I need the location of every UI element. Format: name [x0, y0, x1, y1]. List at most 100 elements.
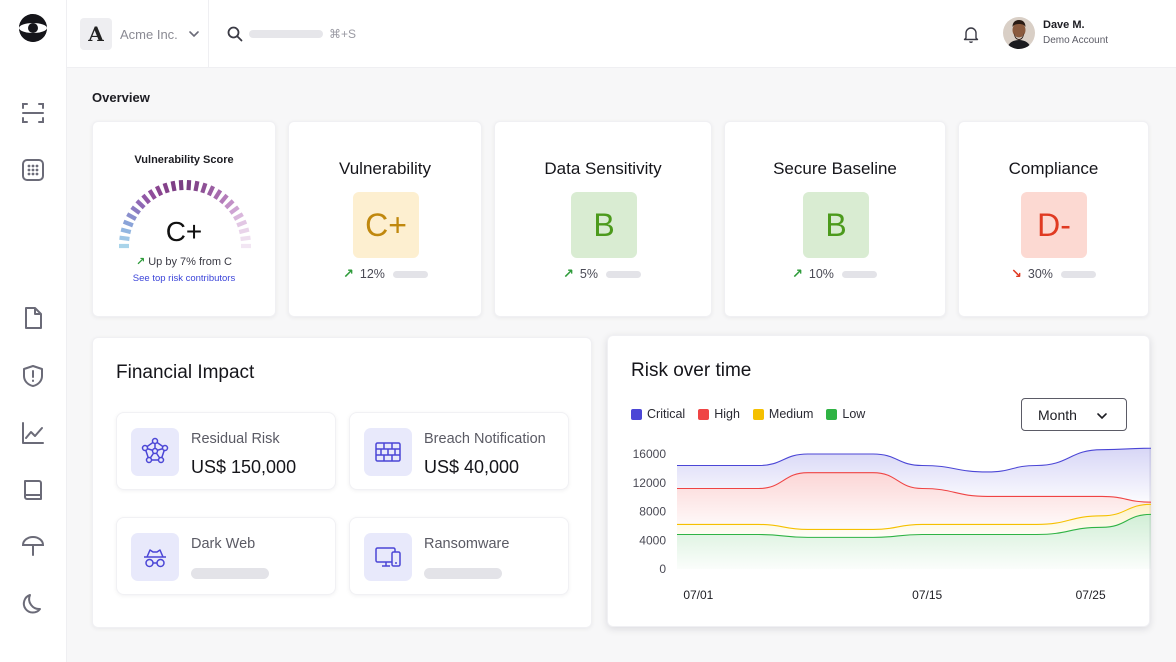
fin-value: US$ 40,000: [424, 457, 520, 477]
metric-title: Data Sensitivity: [544, 159, 662, 178]
series-area-critical: [677, 448, 1151, 503]
fin-label: Ransomware: [424, 536, 510, 552]
legend-swatch: [752, 408, 764, 420]
fin-label: Residual Risk: [191, 431, 280, 447]
legend-label: Medium: [768, 407, 814, 421]
network-icon: [131, 428, 179, 476]
gauge-tick: [213, 189, 223, 200]
metric-trend: ↗ 10%: [792, 266, 877, 282]
gauge-tick: [233, 212, 244, 221]
series-area-high: [677, 472, 1151, 530]
y-tick-label: 16000: [633, 447, 667, 461]
gauge-tick: [126, 212, 137, 221]
metric-trend-value: 10%: [808, 267, 834, 281]
gauge-tick: [178, 179, 184, 191]
fin-item-residual-risk[interactable]: Residual Risk US$ 150,000: [116, 412, 336, 490]
metric-trend: ↗ 12%: [343, 266, 428, 282]
metric-title: Compliance: [1008, 159, 1099, 178]
user-name: Dave M.: [1043, 19, 1085, 31]
score-gauge: [119, 179, 251, 249]
fin-item-breach-notification[interactable]: Breach Notification US$ 40,000: [349, 412, 569, 490]
gauge-tick: [240, 235, 251, 242]
legend-label: High: [714, 407, 740, 421]
gauge-tick: [238, 227, 250, 235]
fin-value: US$ 150,000: [191, 457, 297, 477]
y-tick-label: 12000: [633, 476, 667, 490]
metric-card-compliance: Compliance D- ↘ 30%: [958, 121, 1149, 317]
risk-contributors-link[interactable]: See top risk contributors: [132, 273, 236, 284]
metric-trend-value: 5%: [579, 267, 598, 281]
x-tick-label: 07/25: [1076, 588, 1106, 602]
metric-card-secure-baseline: Secure Baseline B ↗ 10%: [724, 121, 946, 317]
grade-badge: B: [571, 192, 637, 258]
fin-item-ransomware[interactable]: Ransomware: [349, 517, 569, 595]
period-select[interactable]: Month: [1021, 398, 1127, 431]
trend-up-icon: ↗: [792, 266, 803, 281]
gauge-tick: [119, 235, 130, 242]
search-input[interactable]: ⌘+S: [227, 24, 356, 44]
gauge-tick: [224, 199, 235, 210]
metric-card-vulnerability: Vulnerability C+ ↗ 12%: [288, 121, 482, 317]
shield-alert-icon[interactable]: [20, 363, 46, 389]
fin-label: Dark Web: [191, 536, 256, 552]
book-icon[interactable]: [20, 477, 46, 503]
metric-card-data-sensitivity: Data Sensitivity B ↗ 5%: [494, 121, 712, 317]
chart-line-icon[interactable]: [20, 420, 46, 446]
legend-swatch: [631, 408, 642, 420]
series-line-critical: [677, 447, 1151, 473]
risk-title: Risk over time: [631, 360, 752, 381]
chevron-down-icon: [1097, 413, 1107, 420]
score-trend-text: Up by 7% from C: [148, 256, 232, 268]
score-title: Vulnerability Score: [134, 154, 234, 166]
gauge-tick: [206, 185, 216, 197]
moon-icon[interactable]: [20, 591, 46, 617]
grade-badge: C+: [353, 192, 419, 258]
document-icon[interactable]: [20, 305, 46, 331]
scan-icon[interactable]: [20, 100, 46, 126]
y-tick-label: 0: [659, 562, 666, 576]
fin-item-dark-web[interactable]: Dark Web: [116, 517, 336, 595]
trend-placeholder-bar: [1060, 270, 1096, 278]
gauge-tick: [162, 182, 170, 194]
legend-swatch: [698, 408, 710, 420]
gauge-tick: [154, 185, 164, 197]
sidebar: [0, 0, 67, 662]
metric-trend-value: 30%: [1027, 267, 1053, 281]
fin-value-placeholder: [424, 568, 502, 579]
legend-label: Low: [842, 407, 866, 421]
gauge-tick: [130, 205, 141, 215]
spy-icon: [131, 533, 179, 581]
legend-item-medium[interactable]: Medium: [752, 407, 814, 421]
legend-swatch: [826, 408, 838, 420]
top-divider: [208, 0, 209, 68]
gauge-tick: [219, 193, 229, 205]
trend-placeholder-bar: [841, 270, 877, 278]
page-title: Overview: [92, 90, 150, 105]
gauge-tick: [135, 199, 146, 210]
trend-up-icon: ↗: [343, 266, 354, 281]
metric-trend-value: 12%: [359, 267, 385, 281]
gauge-tick: [120, 227, 132, 235]
app-logo-icon[interactable]: [17, 12, 49, 44]
trend-up-icon: ↗: [563, 266, 574, 281]
user-menu[interactable]: Dave M. Demo Account: [1003, 17, 1108, 49]
chevron-down-icon: [188, 31, 199, 38]
grid-icon[interactable]: [20, 157, 46, 183]
period-select-value: Month: [1038, 406, 1077, 423]
legend-item-critical[interactable]: Critical: [631, 407, 685, 421]
grade-badge: B: [803, 192, 869, 258]
legend-item-high[interactable]: High: [698, 407, 740, 421]
bell-icon[interactable]: [963, 25, 979, 43]
legend-label: Critical: [647, 407, 686, 421]
org-switcher[interactable]: A Acme Inc.: [80, 17, 200, 51]
user-role: Demo Account: [1043, 35, 1109, 46]
umbrella-icon[interactable]: [20, 534, 46, 560]
legend-item-low[interactable]: Low: [826, 407, 865, 421]
gauge-tick: [147, 189, 157, 200]
grade-badge: D-: [1021, 192, 1087, 258]
y-tick-label: 8000: [639, 505, 666, 519]
score-grade: C+: [165, 216, 203, 247]
score-trend: ↗ Up by 7% from C: [93, 255, 275, 268]
gauge-tick: [229, 205, 240, 215]
gauge-tick: [200, 182, 208, 194]
